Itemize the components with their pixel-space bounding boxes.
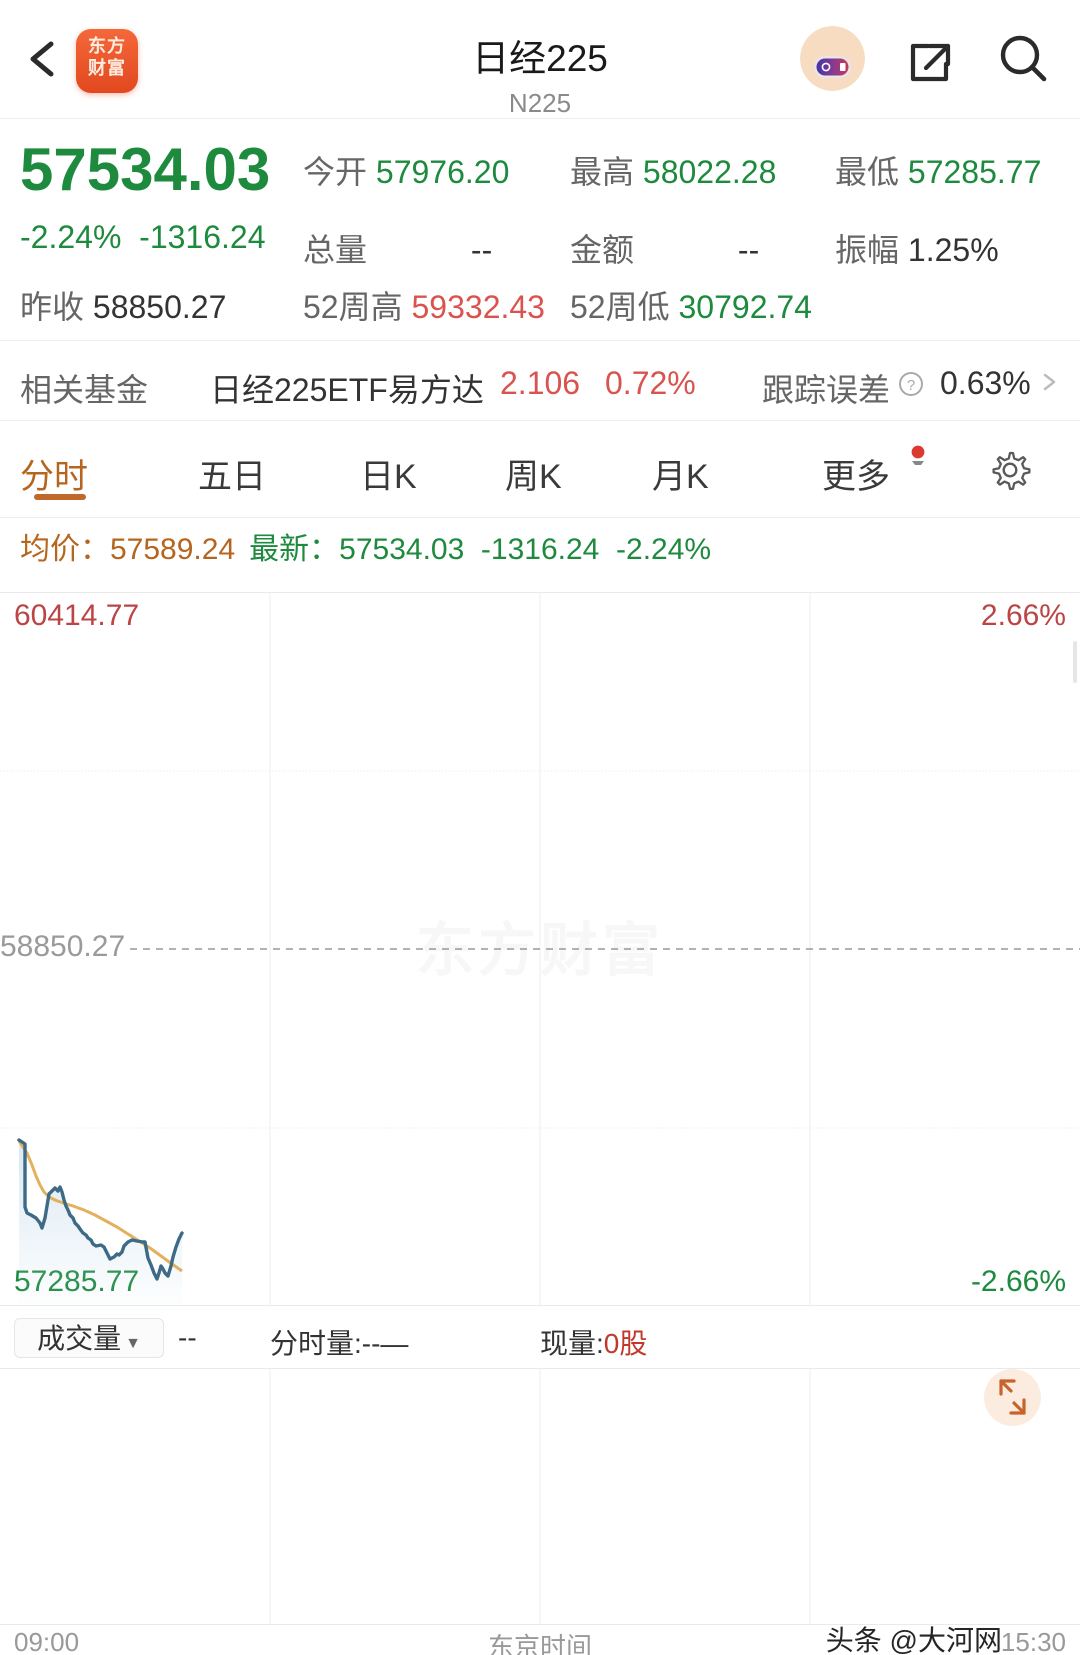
svg-text:?: ? bbox=[907, 377, 915, 394]
